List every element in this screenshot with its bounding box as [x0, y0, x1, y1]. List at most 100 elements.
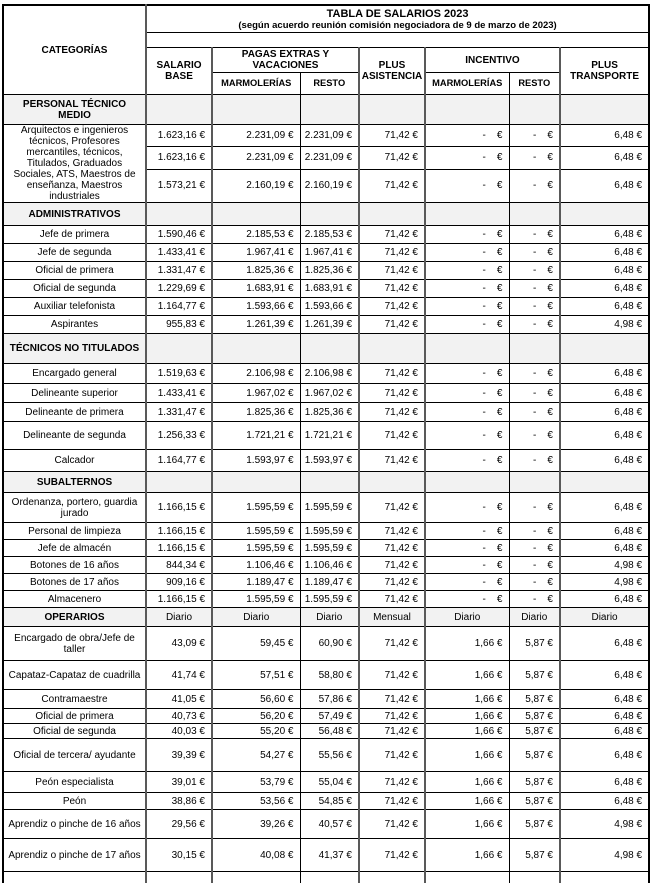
value-cell: - € — [424, 261, 510, 280]
unit-cell — [211, 202, 301, 226]
value-cell: 53,79 € — [211, 771, 301, 793]
col-pagas-extras: PAGAS EXTRAS Y VACACIONES — [211, 47, 360, 73]
value-cell: - € — [424, 123, 510, 148]
unit-cell: Diario — [508, 607, 561, 627]
value-cell: 1.166,15 € — [145, 492, 213, 523]
category-label: Jefe de primera — [2, 225, 147, 244]
unit-cell — [559, 94, 650, 125]
value-cell: 6,48 € — [559, 723, 650, 739]
value-cell: 5,87 € — [508, 792, 561, 810]
unit-cell — [358, 333, 426, 364]
value-cell: 6,48 € — [559, 449, 650, 472]
value-cell: 1.683,91 € — [211, 279, 301, 298]
value-cell: 6,48 € — [559, 626, 650, 661]
value-cell: 1.595,59 € — [211, 590, 301, 608]
table-row: Oficial de segunda 1.229,69 €1.683,91 €1.… — [2, 279, 650, 298]
value-cell: 1.825,36 € — [211, 261, 301, 280]
unit-cell — [559, 333, 650, 364]
value-cell: 71,42 € — [358, 297, 426, 316]
unit-cell — [145, 94, 213, 125]
value-cell: 59,45 € — [211, 626, 301, 661]
value-cell: 6,48 € — [559, 539, 650, 557]
value-cell: 1.189,47 € — [211, 573, 301, 591]
table-row: Arquitectos e ingenieros técnicos, Profe… — [2, 123, 650, 203]
table-row: Botones de 16 años 844,34 €1.106,46 €1.10… — [2, 556, 650, 574]
value-cell: 41,05 € — [145, 689, 213, 709]
value-cell: 71,42 € — [358, 626, 426, 661]
category-label: Arquitectos e ingenieros técnicos, Profe… — [2, 124, 147, 203]
table-row: Jefe de segunda 1.433,41 €1.967,41 €1.967… — [2, 243, 650, 262]
value-cell — [508, 871, 561, 883]
unit-cell — [211, 333, 301, 364]
value-cell: 71,42 € — [358, 590, 426, 608]
value-cell: 1.593,66 € — [299, 297, 360, 316]
value-cell: 1.166,15 € — [145, 539, 213, 557]
value-cell: - € — [424, 363, 510, 384]
value-cell: - € — [424, 449, 510, 472]
unit-cell — [508, 94, 561, 125]
value-cell: 71,42 € — [358, 660, 426, 690]
unit-cell — [424, 333, 510, 364]
value-cell: 6,48 € — [559, 383, 650, 403]
value-cell: 6,48 € — [559, 660, 650, 690]
value-cell: 1.967,02 € — [211, 383, 301, 403]
category-label: Aprendiz o pinche de 17 años — [2, 838, 147, 872]
value-cell: 2.106,98 € — [299, 363, 360, 384]
value-cell: 4,98 € — [559, 838, 650, 872]
value-cell: 1.229,69 € — [145, 279, 213, 298]
category-label: Personal de limpieza — [2, 522, 147, 540]
value-cell: 4,98 € — [559, 809, 650, 839]
value-cell: - € — [424, 402, 510, 422]
category-label: Jefe de almacén — [2, 539, 147, 557]
value-cell: 71,42 € — [358, 449, 426, 472]
value-cell — [559, 871, 650, 883]
col-incentivo-resto: RESTO — [508, 72, 561, 95]
value-cell: - € — [508, 522, 561, 540]
category-label: Aprendiz o pinche de 16 años — [2, 809, 147, 839]
value-cell: 1.433,41 € — [145, 383, 213, 403]
table-row: Personal de limpieza 1.166,15 €1.595,59 €… — [2, 522, 650, 540]
unit-cell: Diario — [145, 607, 213, 627]
value-cell: 1.595,59 € — [211, 522, 301, 540]
value-cell: 6,48 € — [559, 590, 650, 608]
unit-cell — [211, 471, 301, 493]
value-cell: 2.231,09 € — [211, 146, 301, 170]
value-cell: 2.231,09 € — [299, 146, 360, 170]
value-cell: 71,42 € — [358, 168, 426, 204]
table-row: Aspirantes 955,83 €1.261,39 €1.261,39 €71… — [2, 315, 650, 334]
value-cell: 71,42 € — [358, 809, 426, 839]
value-cell: 1.721,21 € — [211, 421, 301, 450]
value-cell: 6,48 € — [559, 123, 650, 148]
value-cell: 30,15 € — [145, 838, 213, 872]
value-cell: 2.106,98 € — [211, 363, 301, 384]
unit-cell — [299, 471, 360, 493]
value-cell: 5,87 € — [508, 723, 561, 739]
spacer-cell — [145, 32, 650, 48]
value-cell: 1.261,39 € — [299, 315, 360, 334]
value-cell: - € — [508, 146, 561, 170]
value-cell: - € — [508, 243, 561, 262]
section-label: TÉCNICOS NO TITULADOS — [2, 333, 147, 364]
category-label: Auxiliar telefonista — [2, 297, 147, 316]
value-cell: 1,66 € — [424, 838, 510, 872]
unit-cell — [145, 471, 213, 493]
value-cell: 71,42 € — [358, 539, 426, 557]
value-cell: 71,42 € — [358, 261, 426, 280]
value-cell: 58,80 € — [299, 660, 360, 690]
table-row: Ordenanza, portero, guardia jurado 1.166,… — [2, 492, 650, 523]
unit-cell: Diario — [299, 607, 360, 627]
table-title: TABLA DE SALARIOS 2023 — [326, 8, 469, 20]
value-cell: 1,66 € — [424, 809, 510, 839]
table-row: Almacenero 1.166,15 €1.595,59 €1.595,59 €… — [2, 590, 650, 608]
unit-cell — [145, 333, 213, 364]
value-cell: 71,42 € — [358, 689, 426, 709]
unit-cell: Diario — [211, 607, 301, 627]
value-cell: 1.595,59 € — [299, 522, 360, 540]
value-cell: 71,42 € — [358, 383, 426, 403]
value-cell: 1,66 € — [424, 660, 510, 690]
value-cell: 71,42 € — [358, 146, 426, 170]
value-cell: 1.256,33 € — [145, 421, 213, 450]
value-cell: 1,66 € — [424, 723, 510, 739]
category-label: Encargado general — [2, 363, 147, 384]
value-cell: 4,98 € — [559, 315, 650, 334]
